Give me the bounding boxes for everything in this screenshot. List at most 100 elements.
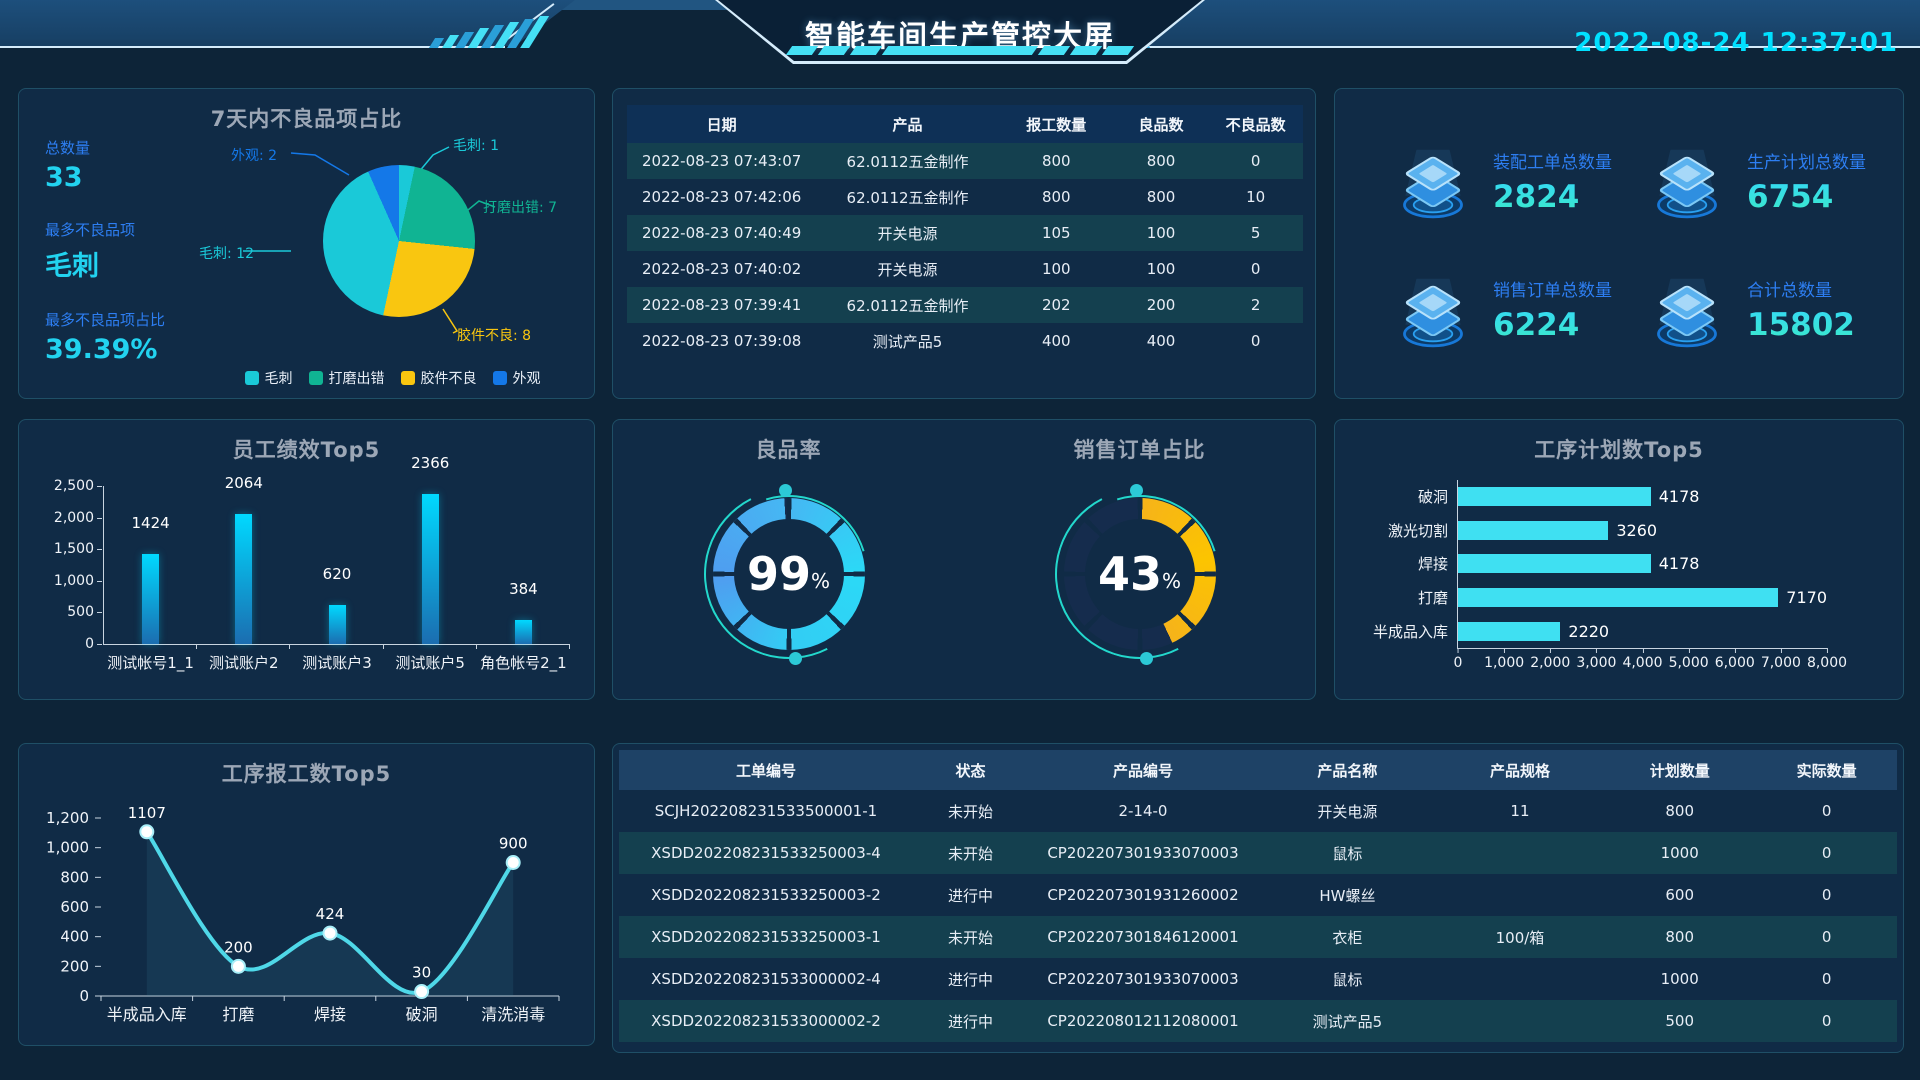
table-cell: 0 (1821, 1012, 1832, 1030)
gauge-value: 43 (1097, 547, 1162, 601)
panel-performance: 员工绩效Top5 0 500 1,000 1,500 2,000 2,500 1424 测试帐… (18, 419, 595, 700)
layers-icon (1403, 149, 1463, 219)
stat-card-value: 15802 (1747, 307, 1855, 344)
gauge-ring-icon: 43% (1032, 466, 1247, 682)
table-cell: 62.0112五金制作 (846, 152, 969, 171)
plan-hbar-chart: 破洞 4178 激光切割 3260 焊接 4178 打磨 7170 半成品入库 2220 0 1,00… (1355, 476, 1887, 687)
pie-slice-label: 胶件不良: 8 (457, 328, 532, 344)
legend-swatch-icon (492, 371, 507, 385)
bar-value-label: 2220 (1568, 621, 1610, 641)
legend-swatch-icon (244, 371, 259, 385)
svg-text:30: 30 (412, 964, 431, 982)
bar (235, 513, 253, 644)
panel-title: 员工绩效Top5 (232, 438, 381, 462)
table-cell: 2022-08-23 07:42:06 (641, 188, 802, 206)
panel-process-report: 工序报工数Top5 0 200 400 600 800 1,000 1,200 1107 半成品… (18, 743, 595, 1046)
table-cell: 进行中 (947, 970, 993, 989)
table-cell: 0 (1250, 152, 1261, 170)
table-cell (1437, 874, 1603, 916)
table-cell: 400 (1146, 332, 1176, 350)
hbar-row: 破洞 4178 (1418, 480, 1827, 514)
table-cell: 600 (1665, 886, 1695, 904)
gauge-unit: % (811, 569, 831, 593)
y-axis-tick: 500 (67, 604, 104, 620)
y-axis-tick: 1,500 (54, 541, 104, 557)
table-cell: 0 (1250, 260, 1261, 278)
header-dashes-icon (750, 46, 1170, 55)
table-cell: 105 (1041, 224, 1071, 242)
table-cell: 200 (1146, 296, 1176, 314)
hbar-row: 激光切割 3260 (1388, 514, 1827, 548)
y-axis-tick: 0 (85, 636, 104, 652)
x-axis-tick: 3,000 (1576, 648, 1617, 671)
header: 智能车间生产管控大屏 2022-08-24 12:37:01 (0, 0, 1920, 72)
table-cell: 800 (1041, 188, 1071, 206)
x-axis-label: 测试帐号1_1 (107, 654, 194, 672)
bar-column: 2064 测试账户2 (197, 474, 291, 672)
defect-pie-chart: 毛刺: 1 打磨出错: 7 胶件不良: 8 毛刺: 12 外观: 2 (195, 123, 590, 361)
table-cell: SCJH202208231533500001-1 (654, 802, 878, 820)
svg-text:1107: 1107 (128, 804, 166, 822)
table-cell: 1000 (1660, 970, 1699, 988)
table-cell: 2022-08-23 07:39:41 (641, 296, 802, 314)
table-cell: 0 (1821, 970, 1832, 988)
svg-text:200: 200 (60, 957, 89, 975)
column-header: 计划数量 (1603, 750, 1757, 790)
stat-card-label: 生产计划总数量 (1747, 152, 1866, 173)
column-header: 产品名称 (1257, 750, 1437, 790)
pie-slice-label: 外观: 2 (231, 148, 278, 164)
table-cell: 0 (1821, 802, 1832, 820)
table-cell: CP202208012112080001 (1047, 1012, 1239, 1030)
stat-card-label: 合计总数量 (1747, 281, 1832, 302)
svg-text:焊接: 焊接 (314, 1005, 346, 1024)
table-row: 2022-08-23 07:40:02 开关电源 100 100 0 (627, 251, 1303, 287)
panel-title: 工序计划数Top5 (1534, 438, 1704, 462)
header-edge-line (1082, 46, 1920, 48)
column-header: 工单编号 (619, 750, 913, 790)
layers-icon (1403, 278, 1463, 348)
svg-text:1,200: 1,200 (46, 809, 89, 827)
stat-total: 总数量 33 (45, 139, 91, 193)
x-axis-label: 测试账户2 (209, 654, 279, 672)
table-row: XSDD202208231533250003-2 进行中 CP20220730193… (619, 874, 1897, 916)
table-cell: CP202207301931260002 (1047, 886, 1239, 904)
table-row: XSDD202208231533000002-4 进行中 CP20220730193… (619, 958, 1897, 1000)
svg-text:800: 800 (60, 868, 89, 886)
table-cell: 未开始 (947, 802, 993, 821)
table-cell: 62.0112五金制作 (846, 188, 969, 207)
panel-title: 工序报工数Top5 (221, 762, 392, 786)
bar-column: 620 测试账户3 (290, 486, 384, 672)
svg-text:打磨: 打磨 (222, 1005, 254, 1024)
report-table: 日期 产品 报工数量 良品数 不良品数 2022-08-23 07:43:07 62.011… (627, 105, 1303, 359)
table-row: 2022-08-23 07:40:49 开关电源 105 100 5 (627, 215, 1303, 251)
y-axis-label: 破洞 (1417, 488, 1448, 507)
header-edge-line (0, 46, 505, 48)
bar (1458, 554, 1651, 574)
table-row: 2022-08-23 07:43:07 62.0112五金制作 800 800 0 (627, 143, 1303, 179)
gauge-block: 销售订单占比 43% (964, 420, 1315, 699)
table-cell: 衣柜 (1332, 928, 1363, 947)
x-axis-tick: 4,000 (1622, 648, 1663, 671)
table-cell: 1000 (1660, 844, 1699, 862)
table-cell: XSDD202208231533250003-4 (651, 844, 881, 862)
table-row: SCJH202208231533500001-1 未开始 2-14-0 开关电源 11 8… (619, 790, 1897, 832)
table-cell: 202 (1041, 296, 1071, 314)
layers-icon (1657, 149, 1717, 219)
table-row: XSDD202208231533000002-2 进行中 CP20220801211… (619, 1000, 1897, 1042)
column-header: 实际数量 (1756, 750, 1897, 790)
bar-value-label: 2064 (224, 473, 263, 492)
column-header: 不良品数 (1208, 105, 1303, 143)
gauge-title: 销售订单占比 (1073, 438, 1206, 462)
x-axis-label: 测试账户3 (302, 654, 372, 672)
process-report-line-chart: 0 200 400 600 800 1,000 1,200 1107 半成品入库 200 打磨 424… (46, 804, 560, 1024)
hbar-row: 焊接 4178 (1418, 547, 1827, 581)
table-cell: XSDD202208231533250003-2 (651, 886, 881, 904)
y-axis-label: 焊接 (1417, 555, 1448, 574)
column-header: 产品规格 (1436, 750, 1604, 790)
table-cell: 800 (1665, 802, 1695, 820)
gauge-ring-icon: 99% (681, 466, 896, 682)
workorder-table: 工单编号 状态 产品编号 产品名称 产品规格 计划数量 实际数量 SCJH2022082315… (619, 750, 1897, 1042)
table-cell: XSDD202208231533250003-1 (651, 928, 881, 946)
table-cell (1437, 958, 1603, 1000)
table-cell: 5 (1250, 224, 1261, 242)
